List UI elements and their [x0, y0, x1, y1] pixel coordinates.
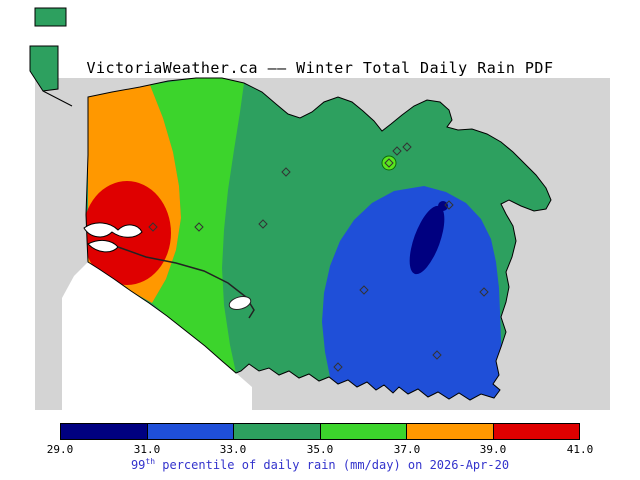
station-marker — [359, 285, 369, 295]
station-marker — [333, 362, 343, 372]
station-marker — [194, 222, 204, 232]
colorbar-tick: 41.0 — [566, 443, 594, 456]
caption-ordinal: th — [145, 457, 156, 466]
map-title: VictoriaWeather.ca —— Winter Total Daily… — [86, 59, 554, 77]
fragment-coastline — [42, 90, 73, 107]
colorbar-tick: 33.0 — [219, 443, 247, 456]
colorbar-tick: 39.0 — [479, 443, 507, 456]
colorbar-segment-39-41 — [493, 424, 579, 439]
caption-text: percentile of daily rain (mm/day) on 202… — [155, 458, 510, 472]
contour-region-29-31 — [409, 205, 445, 275]
caption-number: 99 — [130, 458, 146, 472]
colorbar-segment-37-39 — [407, 424, 494, 439]
colorbar-tick: 37.0 — [393, 443, 421, 456]
sea-area — [62, 262, 252, 410]
station-marker — [148, 222, 158, 232]
station-marker — [402, 142, 412, 152]
colorbar — [60, 423, 580, 440]
station-markers-layer — [148, 142, 489, 372]
station-marker — [392, 146, 402, 156]
contour-region-29-31-dot — [438, 201, 448, 211]
station-marker — [444, 200, 454, 210]
colorbar-tick: 35.0 — [306, 443, 334, 456]
colorbar-segment-29-31 — [61, 424, 148, 439]
colorbar-tick: 29.0 — [46, 443, 74, 456]
colorbar-tick: 31.0 — [133, 443, 161, 456]
colorbar-segment-33-35 — [234, 424, 321, 439]
colorbar-segment-31-33 — [147, 424, 234, 439]
map-fragment-top — [34, 7, 67, 27]
map-fragment-left — [29, 45, 59, 92]
station-marker — [281, 167, 291, 177]
colorbar-segment-35-37 — [320, 424, 407, 439]
harbour-channel-line — [117, 246, 255, 319]
station-marker — [479, 287, 489, 297]
inlet-loop — [228, 296, 252, 310]
contour-region-31-33 — [322, 186, 504, 400]
station-marker — [258, 219, 268, 229]
station-marker — [432, 350, 442, 360]
station-marker — [384, 158, 394, 168]
highlighted-station-ring — [381, 155, 397, 171]
harbour-inlet-upper — [83, 222, 143, 238]
colorbar-caption: 99th percentile of daily rain (mm/day) o… — [0, 457, 640, 472]
